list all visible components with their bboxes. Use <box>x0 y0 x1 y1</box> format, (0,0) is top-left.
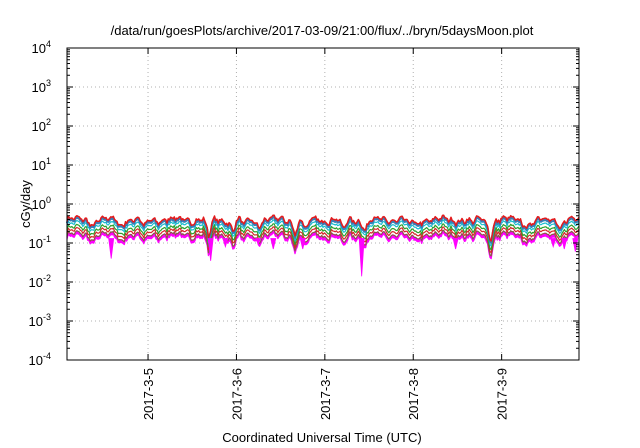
spike-mark <box>255 238 262 244</box>
y-tick-label: 10-1 <box>29 234 51 251</box>
spike-mark <box>561 238 568 250</box>
y-tick-label: 103 <box>32 78 51 95</box>
y-tick-label: 102 <box>32 117 51 134</box>
x-tick-label: 2017-3-9 <box>495 368 510 420</box>
chart-title: /data/run/goesPlots/archive/2017-03-09/2… <box>111 23 534 38</box>
spike-mark <box>452 238 459 250</box>
y-tick-label: 100 <box>32 195 51 212</box>
series-line <box>66 223 580 251</box>
y-tick-label: 104 <box>32 39 51 56</box>
x-tick-label: 2017-3-5 <box>141 368 156 420</box>
spike-mark <box>270 238 277 250</box>
y-axis-label: cGy/day <box>18 180 33 228</box>
gridlines <box>67 48 579 360</box>
series-layer <box>65 214 580 277</box>
series-line <box>66 214 580 242</box>
x-tick-label: 2017-3-6 <box>229 368 244 420</box>
x-axis-label: Coordinated Universal Time (UTC) <box>222 430 421 445</box>
spike-mark <box>358 238 365 277</box>
x-tick-label: 2017-3-8 <box>406 368 421 420</box>
y-tick-label: 10-2 <box>29 273 51 290</box>
spike-mark <box>207 238 214 261</box>
y-axis: 10-4 10-3 10-2 10-1 100 101 102 103 104 <box>29 39 579 368</box>
spike-mark <box>108 238 115 259</box>
spike-mark <box>222 238 229 249</box>
spike-mark <box>299 238 306 250</box>
y-tick-label: 10-3 <box>29 312 51 329</box>
x-tick-label: 2017-3-7 <box>318 368 333 420</box>
y-tick-label: 10-4 <box>29 351 51 368</box>
y-tick-label: 101 <box>32 156 51 173</box>
spike-mark <box>550 238 557 249</box>
x-axis: 2017-3-5 2017-3-6 2017-3-7 2017-3-8 2017-3-9 <box>141 48 510 420</box>
